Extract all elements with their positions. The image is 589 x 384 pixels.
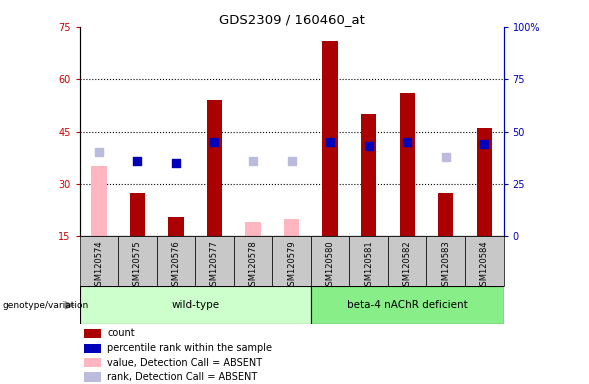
Bar [311, 286, 504, 324]
Bar [84, 329, 101, 338]
Bar [311, 236, 349, 286]
Point [402, 139, 412, 145]
Bar [207, 100, 222, 236]
Bar [195, 236, 234, 286]
Bar [361, 114, 376, 236]
Bar [465, 236, 504, 286]
Bar [284, 219, 299, 236]
Bar [477, 128, 492, 236]
Bar [388, 236, 426, 286]
Text: GSM120574: GSM120574 [94, 240, 103, 291]
Text: GSM120584: GSM120584 [480, 240, 489, 291]
Text: rank, Detection Call = ABSENT: rank, Detection Call = ABSENT [107, 372, 257, 382]
Point [479, 141, 489, 147]
Point [171, 160, 181, 166]
Bar [130, 192, 145, 236]
Polygon shape [65, 301, 75, 310]
Text: GSM120577: GSM120577 [210, 240, 219, 291]
Bar [399, 93, 415, 236]
Title: GDS2309 / 160460_at: GDS2309 / 160460_at [219, 13, 365, 26]
Point [325, 139, 335, 145]
Text: genotype/variation: genotype/variation [3, 301, 89, 310]
Point [364, 143, 373, 149]
Point [249, 158, 258, 164]
Bar [245, 222, 261, 236]
Bar [272, 236, 311, 286]
Bar [157, 236, 195, 286]
Text: GSM120583: GSM120583 [441, 240, 450, 291]
Bar [80, 236, 118, 286]
Bar [349, 236, 388, 286]
Text: wild-type: wild-type [171, 300, 219, 310]
Bar [322, 41, 338, 236]
Point [441, 154, 451, 160]
Point [210, 139, 219, 145]
Text: value, Detection Call = ABSENT: value, Detection Call = ABSENT [107, 358, 262, 367]
Text: percentile rank within the sample: percentile rank within the sample [107, 343, 272, 353]
Bar [84, 372, 101, 382]
Text: GSM120575: GSM120575 [133, 240, 142, 291]
Bar [168, 217, 184, 236]
Text: GSM120579: GSM120579 [287, 240, 296, 291]
Bar [84, 344, 101, 353]
Point [94, 149, 104, 156]
Bar [91, 166, 107, 236]
Bar [438, 192, 454, 236]
Text: GSM120580: GSM120580 [326, 240, 335, 291]
Text: GSM120582: GSM120582 [403, 240, 412, 291]
Bar [80, 286, 311, 324]
Bar [84, 358, 101, 367]
Text: GSM120581: GSM120581 [364, 240, 373, 291]
Point [287, 158, 296, 164]
Text: count: count [107, 328, 135, 338]
Text: GSM120578: GSM120578 [249, 240, 257, 291]
Text: beta-4 nAChR deficient: beta-4 nAChR deficient [347, 300, 468, 310]
Point [133, 158, 142, 164]
Text: GSM120576: GSM120576 [171, 240, 180, 291]
Bar [118, 236, 157, 286]
Bar [234, 236, 272, 286]
Bar [426, 236, 465, 286]
